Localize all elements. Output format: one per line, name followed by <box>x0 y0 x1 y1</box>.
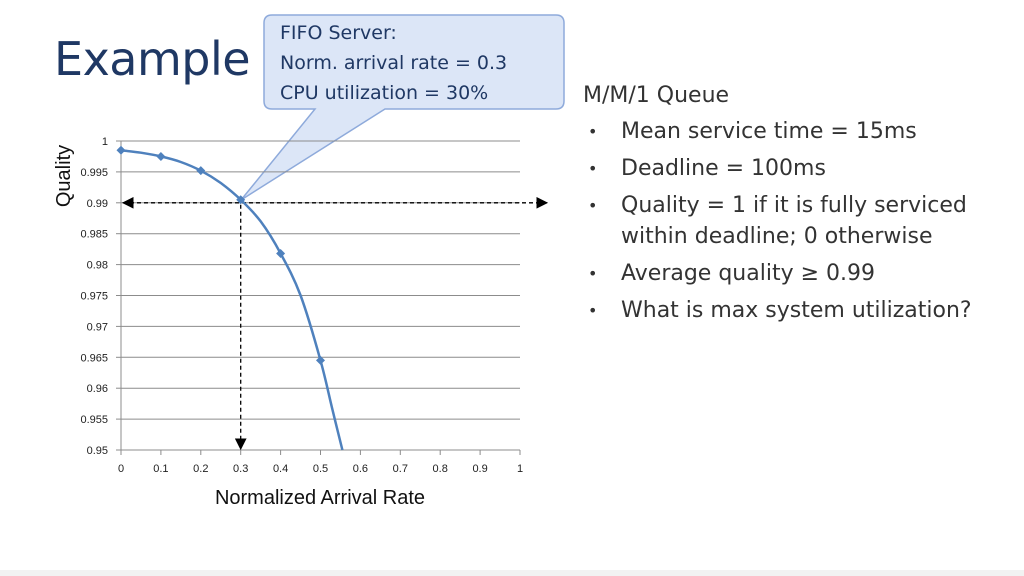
y-tick-label: 0.97 <box>87 321 108 333</box>
x-tick-label: 0.2 <box>193 463 208 475</box>
list-item: • Average quality ≥ 0.99 <box>583 258 1013 289</box>
y-tick-label: 0.955 <box>80 414 108 426</box>
list-item-text: Deadline = 100ms <box>621 156 826 181</box>
data-point-marker <box>116 145 126 155</box>
bullet-icon: • <box>588 264 598 283</box>
x-tick-label: 1 <box>517 463 523 475</box>
list-item-text: Average quality ≥ 0.99 <box>621 261 875 286</box>
callout-line: FIFO Server: <box>280 22 397 44</box>
y-tick-label: 0.99 <box>87 198 108 210</box>
callout-bubble <box>240 14 565 201</box>
list-item: • Mean service time = 15ms <box>583 116 1013 147</box>
list-item: • Deadline = 100ms <box>583 153 1013 184</box>
x-tick-label: 0.7 <box>393 463 408 475</box>
y-tick-label: 0.96 <box>87 383 108 395</box>
callout-line: CPU utilization = 30% <box>280 82 489 104</box>
bullet-icon: • <box>588 196 598 215</box>
x-tick-label: 0.8 <box>433 463 448 475</box>
data-point-marker <box>196 166 206 176</box>
y-tick-label: 0.995 <box>80 167 108 179</box>
list-item-text: What is max system utilization? <box>621 298 972 323</box>
guide-arrows <box>121 196 549 451</box>
slide-title: Example <box>54 32 251 86</box>
list-item-text: Quality = 1 if it is fully serviced with… <box>621 193 967 249</box>
list-item: • What is max system utilization? <box>583 295 1013 326</box>
y-tick-label: 0.95 <box>87 445 108 457</box>
x-tick-label: 0 <box>118 463 124 475</box>
x-tick-label: 0.3 <box>233 463 248 475</box>
callout-line: Norm. arrival rate = 0.3 <box>280 52 508 74</box>
y-axis-title: Quality <box>53 145 75 207</box>
y-tick-label: 0.975 <box>80 291 108 303</box>
x-tick-label: 0.6 <box>353 463 368 475</box>
x-tick-label: 0.9 <box>472 463 487 475</box>
callout-text: FIFO Server: Norm. arrival rate = 0.3 CP… <box>280 18 507 108</box>
y-tick-label: 0.98 <box>87 260 108 272</box>
notes-panel: M/M/1 Queue • Mean service time = 15ms • D… <box>583 80 1013 332</box>
data-point-marker <box>156 151 166 161</box>
bullet-icon: • <box>588 301 598 320</box>
x-axis-title: Normalized Arrival Rate <box>215 487 425 509</box>
bullet-icon: • <box>588 159 598 178</box>
y-tick-label: 1 <box>102 136 108 148</box>
notes-list: • Mean service time = 15ms • Deadline = 10… <box>583 116 1013 326</box>
x-tick-label: 0.1 <box>153 463 168 475</box>
data-point-marker <box>316 355 325 365</box>
data-point-marker <box>236 195 246 205</box>
x-tick-label: 0.5 <box>313 463 328 475</box>
data-point-marker <box>276 248 286 258</box>
grid-layer <box>116 140 521 455</box>
y-tick-label: 0.985 <box>80 229 108 241</box>
x-tick-label: 0.4 <box>273 463 288 475</box>
bullet-icon: • <box>588 122 598 141</box>
series-layer <box>116 145 344 451</box>
list-item: • Quality = 1 if it is fully serviced wit… <box>583 190 1013 252</box>
slide-bottom-band <box>0 570 1024 576</box>
notes-heading: M/M/1 Queue <box>583 83 730 108</box>
y-tick-label: 0.965 <box>80 352 108 364</box>
series-line <box>120 149 344 451</box>
tick-label-layer: 0.95 0.955 0.96 0.965 0.97 0.975 0.98 0.985 0.99… <box>80 136 523 475</box>
list-item-text: Mean service time = 15ms <box>621 119 917 144</box>
